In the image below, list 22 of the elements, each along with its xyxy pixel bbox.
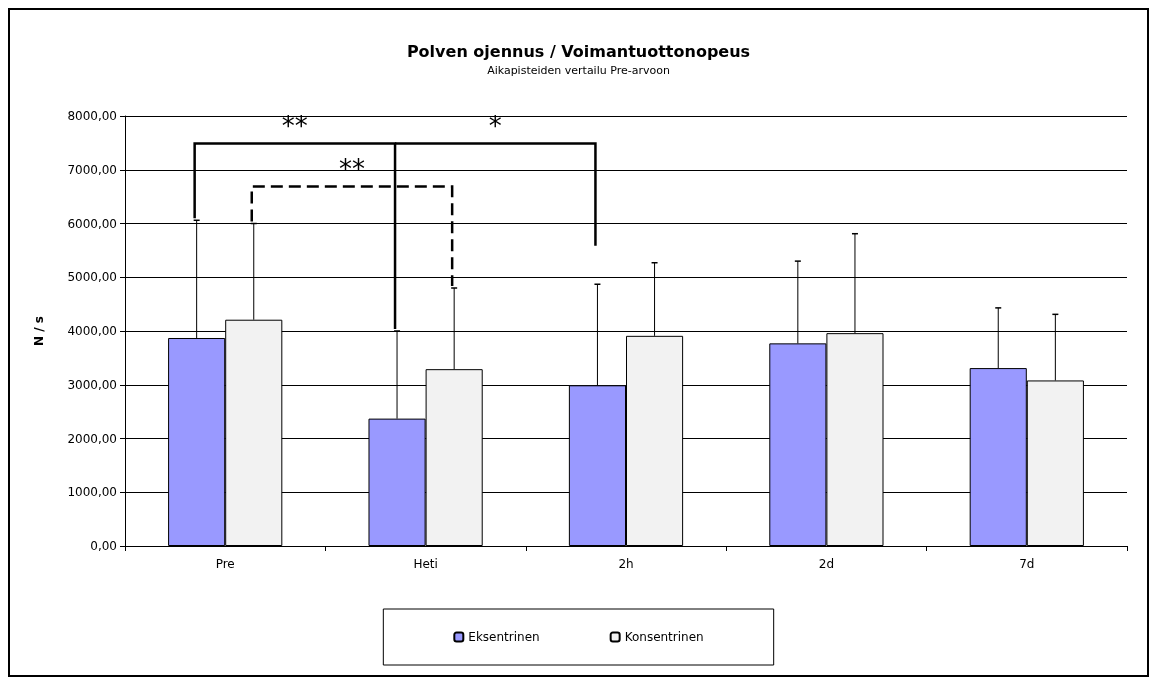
x-tick-label: Pre [215,557,235,571]
y-axis-title: N / s [32,316,46,346]
x-tick-label: 2h [618,557,634,571]
legend-label: Eksentrinen [468,630,540,644]
chart-title: Polven ojennus / Voimantuottonopeus [406,41,751,61]
chart-subtitle: Aikapisteiden vertailu Pre-arvoon [487,64,670,77]
y-tick-label: 6000,00 [67,216,117,231]
y-tick-label: 2000,00 [67,431,117,446]
annotation: * [488,110,502,141]
y-tick-label: 7000,00 [67,162,117,177]
x-tick-label: 2d [818,557,835,571]
annotation: ** [338,153,365,184]
y-tick-label: 3000,00 [67,377,117,392]
y-tick-label: 8000,00 [67,109,117,123]
y-tick-label: 4000,00 [67,324,117,338]
y-tick-label: 0,00 [90,539,117,553]
x-tick-label: Heti [413,557,438,571]
annotation: ** [281,110,308,141]
x-tick-label: 7d [1019,557,1035,571]
y-tick-label: 5000,00 [67,270,117,285]
y-tick-label: 1000,00 [67,485,117,500]
legend-label: Konsentrinen [624,630,704,644]
